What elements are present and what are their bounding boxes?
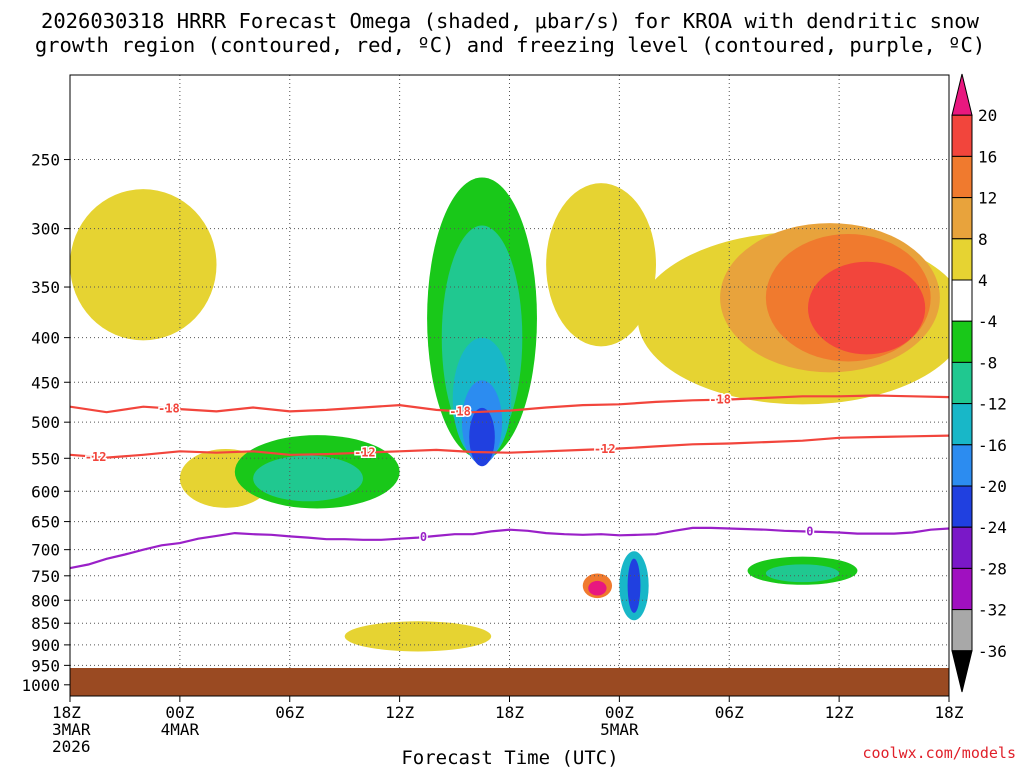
x-tick-label-0-2: 2026 (52, 737, 91, 756)
y-tick-label-550: 550 (31, 449, 60, 468)
omega-shading (70, 177, 949, 652)
contour-label-2-0: 0 (420, 530, 427, 544)
y-tick-label-450: 450 (31, 373, 60, 392)
y-tick-label-850: 850 (31, 614, 60, 633)
colorbar-label-2: 12 (978, 189, 997, 208)
colorbar-label-1: 16 (978, 147, 997, 166)
y-tick-label-350: 350 (31, 278, 60, 297)
x-tick-label-0-0: 18Z (52, 703, 81, 722)
colorbar-label-6: -8 (978, 353, 997, 372)
x-tick-label-6-0: 06Z (715, 703, 744, 722)
omega-region-2 (344, 621, 492, 652)
colorbar-label-10: -24 (978, 518, 1007, 537)
y-tick-label-650: 650 (31, 513, 60, 532)
y-tick-label-700: 700 (31, 541, 60, 560)
x-tick-label-4-0: 18Z (495, 703, 524, 722)
colorbar-bin-2 (951, 155, 973, 199)
y-tick-label-800: 800 (31, 591, 60, 610)
colorbar-bin-4 (951, 238, 973, 281)
contour-label-1-2: -12 (594, 442, 616, 456)
colorbar-bin-12 (951, 567, 973, 611)
colorbar-bin-10 (951, 485, 973, 528)
colorbar-label-11: -28 (978, 559, 1007, 578)
colorbar-label-0: 20 (978, 106, 997, 125)
y-tick-label-950: 950 (31, 656, 60, 675)
colorbar-bin-7 (951, 361, 973, 405)
colorbar-bin-1 (951, 114, 973, 157)
contour-label-0-2: -18 (709, 393, 731, 407)
x-tick-label-5-0: 00Z (605, 703, 634, 722)
x-tick-label-0-1: 3MAR (52, 720, 91, 739)
contour-lines: -18 -18 -18 -12 -12 -12 0 0 (70, 391, 949, 570)
ground-surface (70, 668, 949, 696)
contour-line-2 (70, 526, 949, 570)
chart-title-line-2: growth region (contoured, red, ºC) and f… (35, 33, 985, 57)
colorbar-label-4: 4 (978, 271, 988, 290)
x-tick-label-1-1: 4MAR (161, 720, 200, 739)
colorbar-label-3: 8 (978, 230, 988, 249)
y-axis-ticks: 250 300 350 400 450 500 550 600 650 700 750 800 850 9… (21, 151, 70, 695)
colorbar-bin-3 (951, 197, 973, 240)
omega-region-3 (546, 183, 656, 347)
y-tick-label-300: 300 (31, 220, 60, 239)
colorbar-bin-5 (951, 279, 973, 322)
y-tick-label-900: 900 (31, 636, 60, 655)
contour-line-0 (70, 394, 949, 414)
y-tick-label-750: 750 (31, 567, 60, 586)
colorbar-bin-6 (951, 320, 973, 363)
y-tick-label-600: 600 (31, 482, 60, 501)
x-tick-label-8-0: 18Z (935, 703, 964, 722)
colorbar-bin-11 (951, 526, 973, 569)
y-tick-label-250: 250 (31, 151, 60, 170)
x-tick-label-7-0: 12Z (825, 703, 854, 722)
omega-region-18 (588, 580, 607, 596)
y-tick-label-500: 500 (31, 413, 60, 432)
x-tick-label-1-0: 00Z (165, 703, 194, 722)
x-tick-label-5-1: 5MAR (600, 720, 639, 739)
x-tick-label-2-0: 06Z (275, 703, 304, 722)
omega-region-20 (627, 558, 641, 613)
colorbar-label-12: -32 (978, 601, 1007, 620)
contour-line-1 (70, 434, 949, 459)
colorbar-label-13: -36 (978, 642, 1007, 661)
colorbar-bin-13 (951, 609, 973, 652)
contour-label-0-1: -18 (449, 404, 471, 418)
colorbar-bin-8 (951, 403, 973, 446)
omega-region-16 (765, 564, 840, 583)
omega-region-12 (469, 407, 495, 467)
colorbar-bin-9 (951, 444, 973, 487)
contour-label-1-1: -12 (354, 446, 376, 460)
omega-region-0 (70, 189, 217, 341)
omega-region-14 (253, 455, 363, 502)
y-tick-label-400: 400 (31, 329, 60, 348)
plot-area: -18 -18 -18 -12 -12 -12 0 0 (69, 74, 950, 697)
colorbar-bottom-arrow (951, 650, 973, 693)
contour-label-2-1: 0 (806, 525, 813, 539)
colorbar-label-7: -12 (978, 395, 1007, 414)
credit-text: coolwx.com/models (862, 744, 1016, 762)
contour-label-1-0: -12 (85, 450, 107, 464)
chart-title-line-1: 2026030318 HRRR Forecast Omega (shaded, … (41, 9, 980, 33)
colorbar-label-9: -20 (978, 477, 1007, 496)
gridlines (70, 75, 949, 696)
omega-region-7 (807, 261, 926, 355)
colorbar-top-arrow (951, 73, 973, 116)
contour-label-0-0: -18 (158, 401, 180, 415)
y-tick-label-1000: 1000 (21, 676, 60, 695)
colorbar-label-5: -4 (978, 312, 997, 331)
x-tick-label-3-0: 12Z (385, 703, 414, 722)
x-axis-title: Forecast Time (UTC) (401, 747, 618, 768)
colorbar-label-8: -16 (978, 436, 1007, 455)
colorbar: 20 16 12 8 4 -4 -8 -12 -16 -20 -24 -28 -32 -36 (951, 73, 1007, 693)
